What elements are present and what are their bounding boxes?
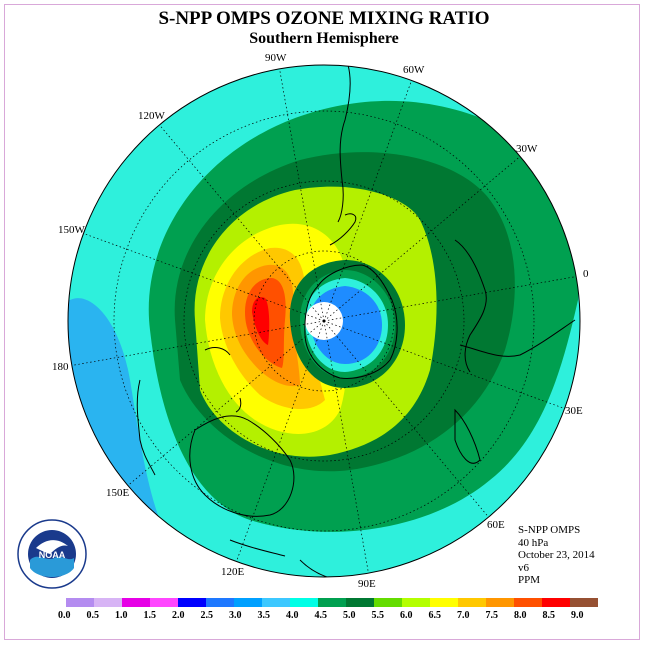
meridian-line xyxy=(278,65,325,322)
info-pressure: 40 hPa xyxy=(518,536,549,549)
coastline-new-zealand xyxy=(136,379,156,476)
map-frame xyxy=(4,4,640,640)
legend-swatch xyxy=(262,598,290,607)
map-title: S-NPP OMPS OZONE MIXING RATIO xyxy=(158,8,490,29)
legend-swatch xyxy=(66,598,94,607)
legend-swatch xyxy=(570,598,598,607)
longitude-label: 150W xyxy=(58,224,85,236)
legend-tick-label: 9.0 xyxy=(571,610,584,621)
legend-tick-label: 5.0 xyxy=(343,610,356,621)
coastline-madagascar xyxy=(454,408,481,464)
pole-dot xyxy=(322,319,326,323)
legend-swatch xyxy=(430,598,458,607)
map-info: S-NPP OMPS 40 hPa October 23, 2014 v6 PP… xyxy=(518,524,595,587)
legend-tick-label: 8.0 xyxy=(514,610,527,621)
coastline-africa-south xyxy=(459,319,576,357)
legend-tick-label: 2.0 xyxy=(172,610,185,621)
legend-tick-label: 5.5 xyxy=(371,610,385,621)
coastline-australia xyxy=(189,415,295,517)
longitude-label: 120W xyxy=(138,110,165,122)
legend-swatch xyxy=(234,598,262,607)
legend-swatch xyxy=(150,598,178,607)
legend-tick-label: 4.5 xyxy=(314,610,328,621)
info-units: PPM xyxy=(518,574,541,586)
legend-swatch xyxy=(290,598,318,607)
legend-tick-label: 1.0 xyxy=(115,610,128,621)
legend-tick-label: 0.0 xyxy=(58,610,71,621)
meridian-line xyxy=(323,320,569,411)
info-instrument: S-NPP OMPS xyxy=(518,524,581,536)
legend-tick-label: 7.5 xyxy=(485,610,499,621)
legend-tick-label: 0.5 xyxy=(86,610,100,621)
legend-swatch xyxy=(458,598,486,607)
meridian-line xyxy=(323,320,370,577)
ozone-band-8-5 xyxy=(252,297,270,345)
legend-swatch xyxy=(542,598,570,607)
meridian-line xyxy=(323,153,524,322)
legend-tick-label: 1.5 xyxy=(143,610,157,621)
graticule xyxy=(68,65,580,577)
map-subtitle: Southern Hemisphere xyxy=(249,30,399,47)
noaa-logo-text: NOAA xyxy=(39,550,66,560)
latitude-ring xyxy=(183,180,465,462)
coastlines xyxy=(136,65,576,577)
legend-tick-label: 3.0 xyxy=(229,610,242,621)
meridian-line xyxy=(124,320,325,489)
meridian-line xyxy=(323,275,580,322)
pole-marker xyxy=(322,319,326,323)
legend-tick-label: 6.0 xyxy=(400,610,413,621)
latitude-ring xyxy=(253,250,395,392)
longitude-label: 60W xyxy=(403,64,425,76)
coastline-antarctica xyxy=(304,264,398,379)
meridian-line xyxy=(68,320,325,367)
longitude-label: 0 xyxy=(583,268,589,280)
legend-swatch xyxy=(206,598,234,607)
legend-swatch xyxy=(94,598,122,607)
legend-swatch xyxy=(514,598,542,607)
legend-swatch xyxy=(178,598,206,607)
legend-tick-label: 3.5 xyxy=(257,610,271,621)
meridian-line xyxy=(234,320,325,566)
info-version: v6 xyxy=(518,561,529,574)
meridian-line xyxy=(79,231,325,322)
meridian-line xyxy=(323,320,492,521)
legend-swatch xyxy=(346,598,374,607)
coastline-antarctic-peninsula xyxy=(329,213,357,246)
ozone-field xyxy=(68,65,580,577)
longitude-label: 60E xyxy=(487,519,505,531)
longitude-label: 120E xyxy=(221,566,245,578)
legend-tick-label: 6.5 xyxy=(428,610,442,621)
longitude-label: 30E xyxy=(565,405,583,417)
info-date: October 23, 2014 xyxy=(518,549,595,561)
map-boundary xyxy=(67,64,581,578)
legend-swatch xyxy=(318,598,346,607)
legend-swatch xyxy=(486,598,514,607)
coastline-africa-east xyxy=(454,239,487,373)
legend-swatch xyxy=(374,598,402,607)
meridian-line xyxy=(156,121,325,322)
legend-swatch xyxy=(402,598,430,607)
longitude-label: 30W xyxy=(516,143,538,155)
legend-tick-label: 4.0 xyxy=(286,610,299,621)
meridian-line xyxy=(323,76,414,322)
legend-tick-label: 2.5 xyxy=(200,610,214,621)
coastline-islands xyxy=(204,347,242,413)
latitude-ring xyxy=(113,110,535,532)
longitude-label: 180 xyxy=(52,361,69,373)
longitude-label: 90W xyxy=(265,52,287,64)
legend-swatch xyxy=(122,598,150,607)
legend-tick-label: 7.0 xyxy=(457,610,470,621)
legend-tick-label: 8.5 xyxy=(542,610,556,621)
longitude-label: 150E xyxy=(106,487,130,499)
coastline-asia xyxy=(229,539,331,577)
noaa-logo: NOAA xyxy=(17,519,87,589)
coastline-south-america xyxy=(337,65,351,223)
longitude-label: 90E xyxy=(358,578,376,590)
